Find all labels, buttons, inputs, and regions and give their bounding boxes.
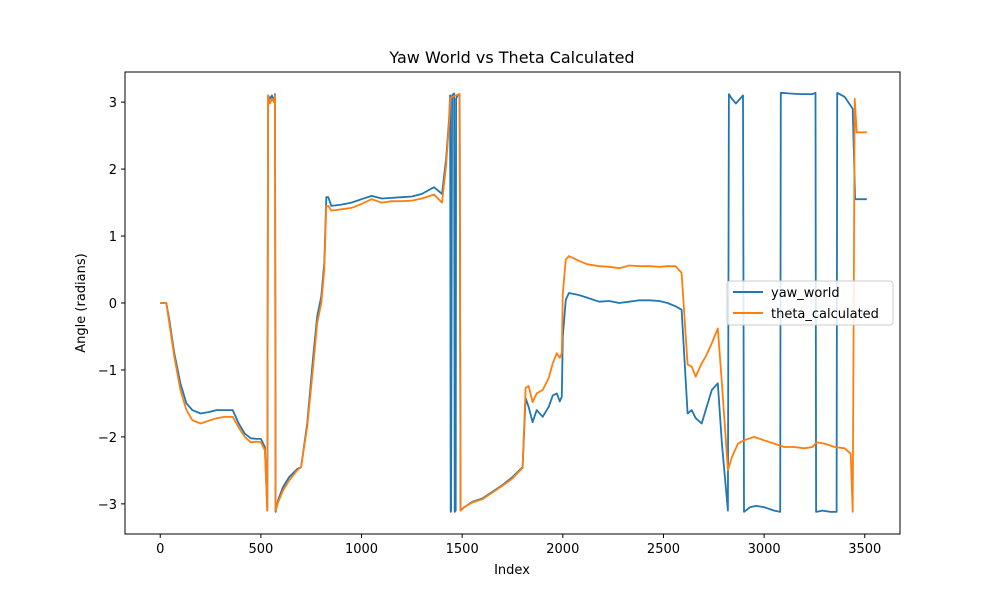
legend: yaw_world theta_calculated <box>726 280 894 326</box>
y-tick-label: 2 <box>109 163 117 178</box>
x-tick-label: 3500 <box>848 542 881 557</box>
x-axis-label: Index <box>494 563 530 578</box>
legend-box <box>726 280 894 326</box>
series-line-theta-calculated <box>160 93 867 513</box>
x-tick-label: 3000 <box>748 542 781 557</box>
y-tick-label: −1 <box>98 364 117 379</box>
legend-label-theta-calculated: theta_calculated <box>771 307 879 322</box>
series-lines <box>160 91 867 513</box>
y-tick-label: 3 <box>109 96 117 111</box>
y-tick-label: −2 <box>98 431 117 446</box>
y-tick-label: 1 <box>109 230 117 245</box>
x-tick-label: 1500 <box>446 542 479 557</box>
y-axis: −3 −2 −1 0 1 2 3 <box>98 96 125 513</box>
chart-title: Yaw World vs Theta Calculated <box>388 48 634 67</box>
x-tick-label: 2000 <box>546 542 579 557</box>
y-tick-label: −3 <box>98 498 117 513</box>
y-axis-label: Angle (radians) <box>74 253 89 352</box>
x-tick-label: 500 <box>248 542 273 557</box>
x-tick-label: 0 <box>156 542 164 557</box>
x-axis: 0 500 1000 1500 2000 2500 3000 3500 <box>156 534 881 557</box>
y-tick-label: 0 <box>109 297 117 312</box>
legend-label-yaw-world: yaw_world <box>771 286 840 301</box>
x-tick-label: 1000 <box>345 542 378 557</box>
x-tick-label: 2500 <box>647 542 680 557</box>
